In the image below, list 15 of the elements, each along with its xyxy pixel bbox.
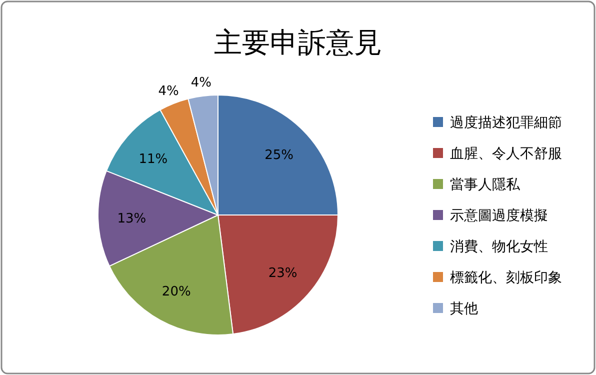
legend-label: 消費、物化女性: [450, 239, 548, 255]
data-label: 11%: [138, 152, 168, 167]
data-label: 25%: [264, 148, 294, 163]
legend-label: 其他: [450, 301, 478, 317]
legend-label: 過度描述犯罪細節: [450, 115, 562, 131]
data-label: 23%: [268, 266, 298, 282]
chart-title: 主要申訴意見: [214, 26, 382, 59]
data-label: 4%: [190, 76, 212, 91]
data-label: 20%: [162, 284, 191, 300]
data-label: 13%: [117, 212, 146, 227]
legend-label: 標籤化、刻板印象: [450, 270, 562, 286]
legend-label: 血腥、令人不舒服: [450, 146, 562, 162]
legend-label: 示意圖過度模擬: [450, 208, 548, 224]
data-label: 4%: [158, 84, 179, 100]
legend-label: 當事人隱私: [450, 177, 521, 193]
